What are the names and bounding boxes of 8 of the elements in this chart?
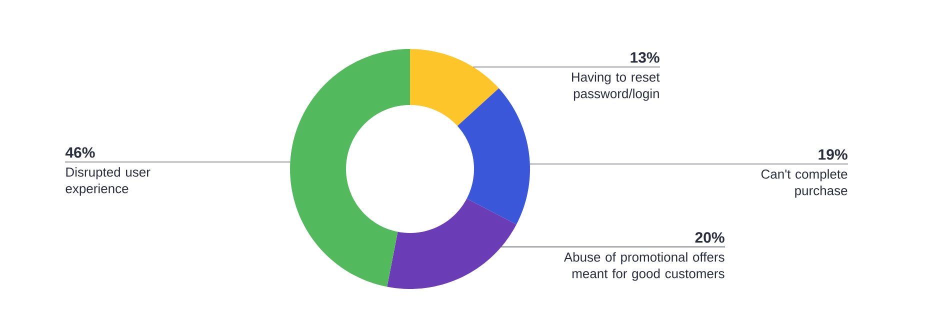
slice-label: Can't complete purchase (761, 169, 848, 198)
slice-label: Disrupted user experience (66, 167, 150, 196)
slice-label: Abuse of promotional offers meant for good customers (564, 252, 724, 281)
slice-label: Having to reset password/login (572, 72, 660, 101)
data-label: 20% (695, 232, 724, 243)
data-label: 19% (818, 149, 848, 160)
data-label: 13% (630, 52, 660, 63)
data-label: 46% (65, 147, 95, 158)
